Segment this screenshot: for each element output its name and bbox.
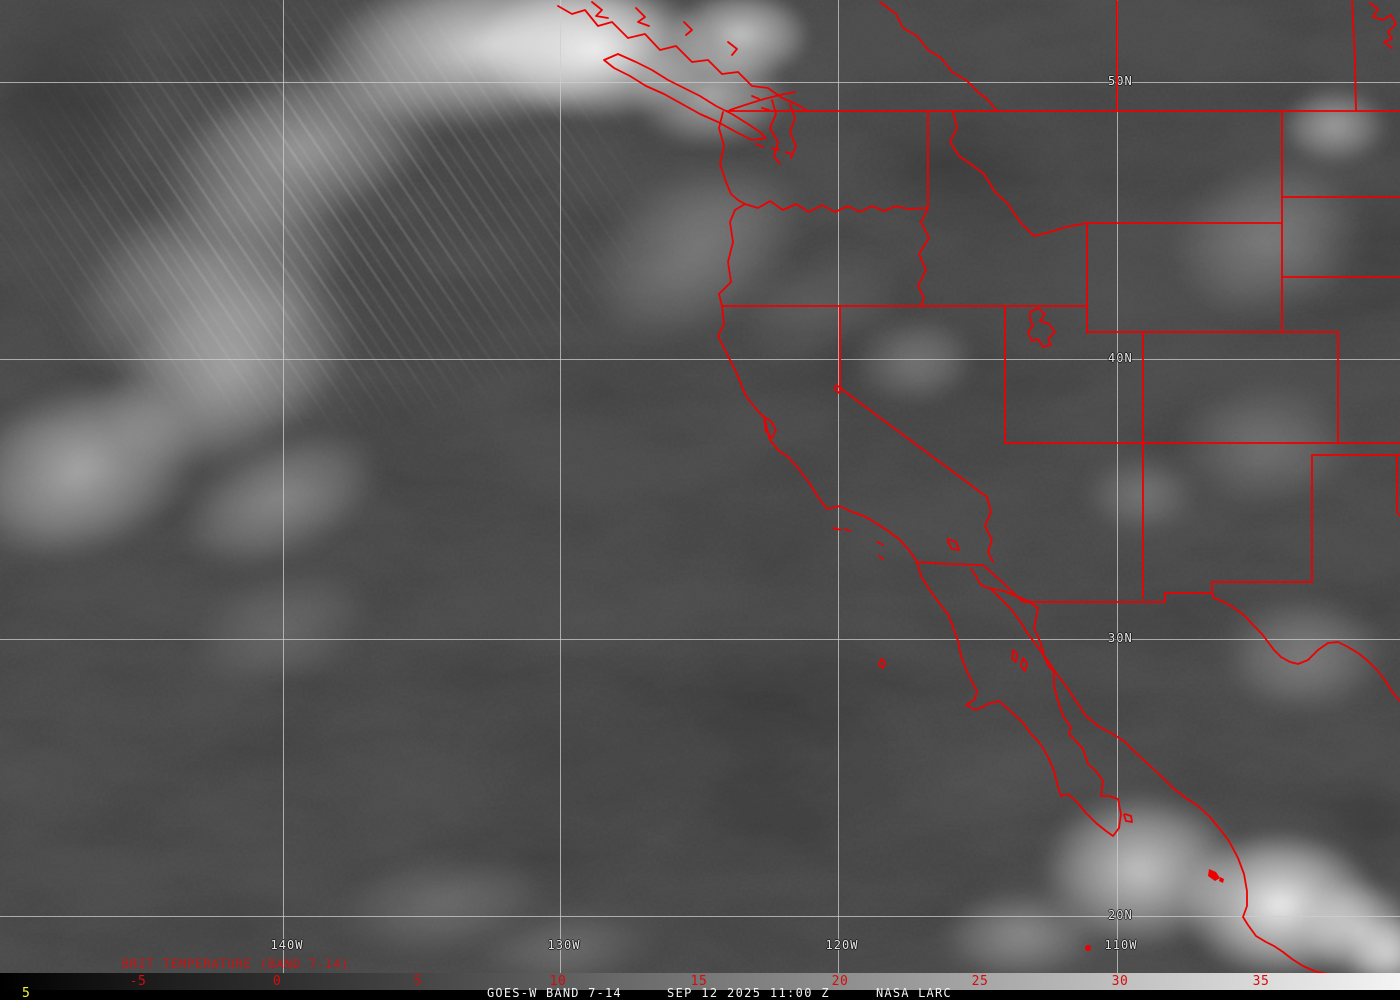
lat-label-40n: 40N <box>1108 351 1133 365</box>
statusbar-product: GOES-W BAND 7-14 <box>487 986 622 1000</box>
lon-label-130w: 130W <box>547 938 581 952</box>
statusbar-source: NASA LARC <box>876 986 952 1000</box>
gridline-110w <box>1117 0 1118 973</box>
colorbar-tick: 30 <box>1111 974 1129 989</box>
colorbar-tick: 0 <box>272 974 282 989</box>
colorbar-tick: -5 <box>129 974 147 989</box>
colorbar-tick: 15 <box>690 974 708 989</box>
colorbar-tick: 35 <box>1252 974 1270 989</box>
statusbar-timestamp: SEP 12 2025 11:00 Z <box>667 986 830 1000</box>
gridline-30n <box>0 639 1400 640</box>
lat-label-20n: 20N <box>1108 908 1133 922</box>
lat-label-50n: 50N <box>1108 74 1133 88</box>
lon-label-120w: 120W <box>825 938 859 952</box>
lon-label-140w: 140W <box>270 938 304 952</box>
gridline-50n <box>0 82 1400 83</box>
satellite-image <box>0 0 1400 973</box>
status-bar: 5 GOES-W BAND 7-14 SEP 12 2025 11:00 Z N… <box>0 986 1400 1000</box>
gridline-20n <box>0 916 1400 917</box>
gridline-140w <box>283 0 284 973</box>
colorbar-tick: 25 <box>971 974 989 989</box>
colorbar-tick: 10 <box>549 974 567 989</box>
lon-label-110w: 110W <box>1104 938 1138 952</box>
corner-value: 5 <box>22 986 30 1000</box>
colorbar: -5 0 5 10 15 20 25 30 35 <box>0 973 1400 990</box>
gridline-130w <box>560 0 561 973</box>
colorbar-tick: 5 <box>413 974 423 989</box>
gridline-120w <box>838 0 839 973</box>
lat-label-30n: 30N <box>1108 631 1133 645</box>
gridline-40n <box>0 359 1400 360</box>
product-label: BRIT TEMPERATURE (BAND 7-14) <box>122 957 350 971</box>
colorbar-tick: 20 <box>831 974 849 989</box>
